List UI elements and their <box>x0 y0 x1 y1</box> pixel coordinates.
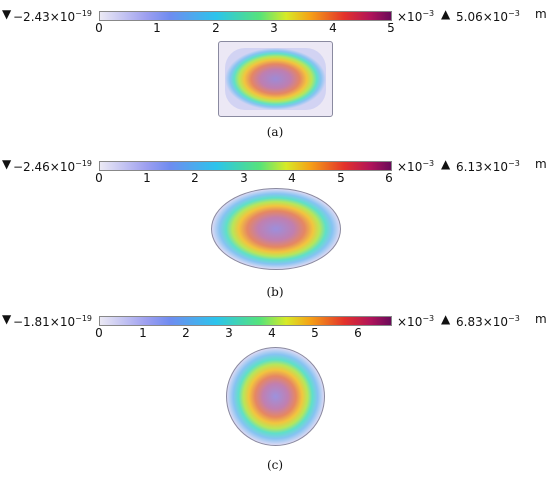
tick-label: 5 <box>311 326 319 340</box>
tick-label: 2 <box>182 326 190 340</box>
colorbar-ticks: 0 1 2 3 4 5 6 <box>0 172 550 186</box>
max-triangle-icon: ▲ <box>441 7 451 21</box>
tick-label: 1 <box>153 21 161 35</box>
panel-c: ▼ −1.81×10−19 ×10−3 ▲ 6.83×10−3 m 0 1 2 … <box>0 310 550 475</box>
colorbar-scale: ×10−3 <box>397 159 435 174</box>
tick-label: 4 <box>329 21 337 35</box>
plate-rectangle <box>218 41 333 117</box>
tick-label: 0 <box>95 171 103 185</box>
max-value: 6.83×10−3 <box>456 314 520 329</box>
tick-label: 1 <box>143 171 151 185</box>
max-value: 6.13×10−3 <box>456 159 520 174</box>
min-triangle-icon: ▼ <box>2 157 12 171</box>
colorbar <box>99 11 392 21</box>
colorbar-scale: ×10−3 <box>397 314 435 329</box>
min-value: −2.46×10−19 <box>13 159 92 174</box>
panel-a: ▼ −2.43×10−19 ×10−3 ▲ 5.06×10−3 m 0 1 2 … <box>0 5 550 150</box>
tick-label: 2 <box>212 21 220 35</box>
max-triangle-icon: ▲ <box>441 312 451 326</box>
tick-label: 6 <box>385 171 393 185</box>
tick-label: 4 <box>288 171 296 185</box>
plate-circle <box>226 347 325 446</box>
tick-label: 3 <box>225 326 233 340</box>
colorbar-scale: ×10−3 <box>397 9 435 24</box>
max-triangle-icon: ▲ <box>441 157 451 171</box>
colorbar-row: ▼ −1.81×10−19 ×10−3 ▲ 6.83×10−3 m 0 1 2 … <box>0 310 550 339</box>
min-triangle-icon: ▼ <box>2 7 12 21</box>
tick-label: 5 <box>387 21 395 35</box>
tick-label: 2 <box>191 171 199 185</box>
tick-label: 6 <box>354 326 362 340</box>
tick-label: 4 <box>268 326 276 340</box>
unit-label: m <box>535 7 547 21</box>
tick-label: 3 <box>270 21 278 35</box>
colorbar-ticks: 0 1 2 3 4 5 <box>0 22 550 36</box>
caption-b: (b) <box>266 285 284 299</box>
tick-label: 5 <box>337 171 345 185</box>
panel-b: ▼ −2.46×10−19 ×10−3 ▲ 6.13×10−3 m 0 1 2 … <box>0 155 550 305</box>
colorbar-ticks: 0 1 2 3 4 5 6 <box>0 327 550 341</box>
colorbar-row: ▼ −2.43×10−19 ×10−3 ▲ 5.06×10−3 m 0 1 2 … <box>0 5 550 34</box>
unit-label: m <box>535 312 547 326</box>
tick-label: 0 <box>95 326 103 340</box>
plate-ellipse <box>211 188 341 270</box>
min-value: −2.43×10−19 <box>13 9 92 24</box>
unit-label: m <box>535 157 547 171</box>
caption-a: (a) <box>266 125 284 139</box>
min-value: −1.81×10−19 <box>13 314 92 329</box>
max-value: 5.06×10−3 <box>456 9 520 24</box>
min-triangle-icon: ▼ <box>2 312 12 326</box>
colorbar-row: ▼ −2.46×10−19 ×10−3 ▲ 6.13×10−3 m 0 1 2 … <box>0 155 550 184</box>
colorbar <box>99 316 392 326</box>
caption-c: (c) <box>266 458 284 472</box>
colorbar <box>99 161 392 171</box>
tick-label: 0 <box>95 21 103 35</box>
tick-label: 3 <box>240 171 248 185</box>
tick-label: 1 <box>139 326 147 340</box>
